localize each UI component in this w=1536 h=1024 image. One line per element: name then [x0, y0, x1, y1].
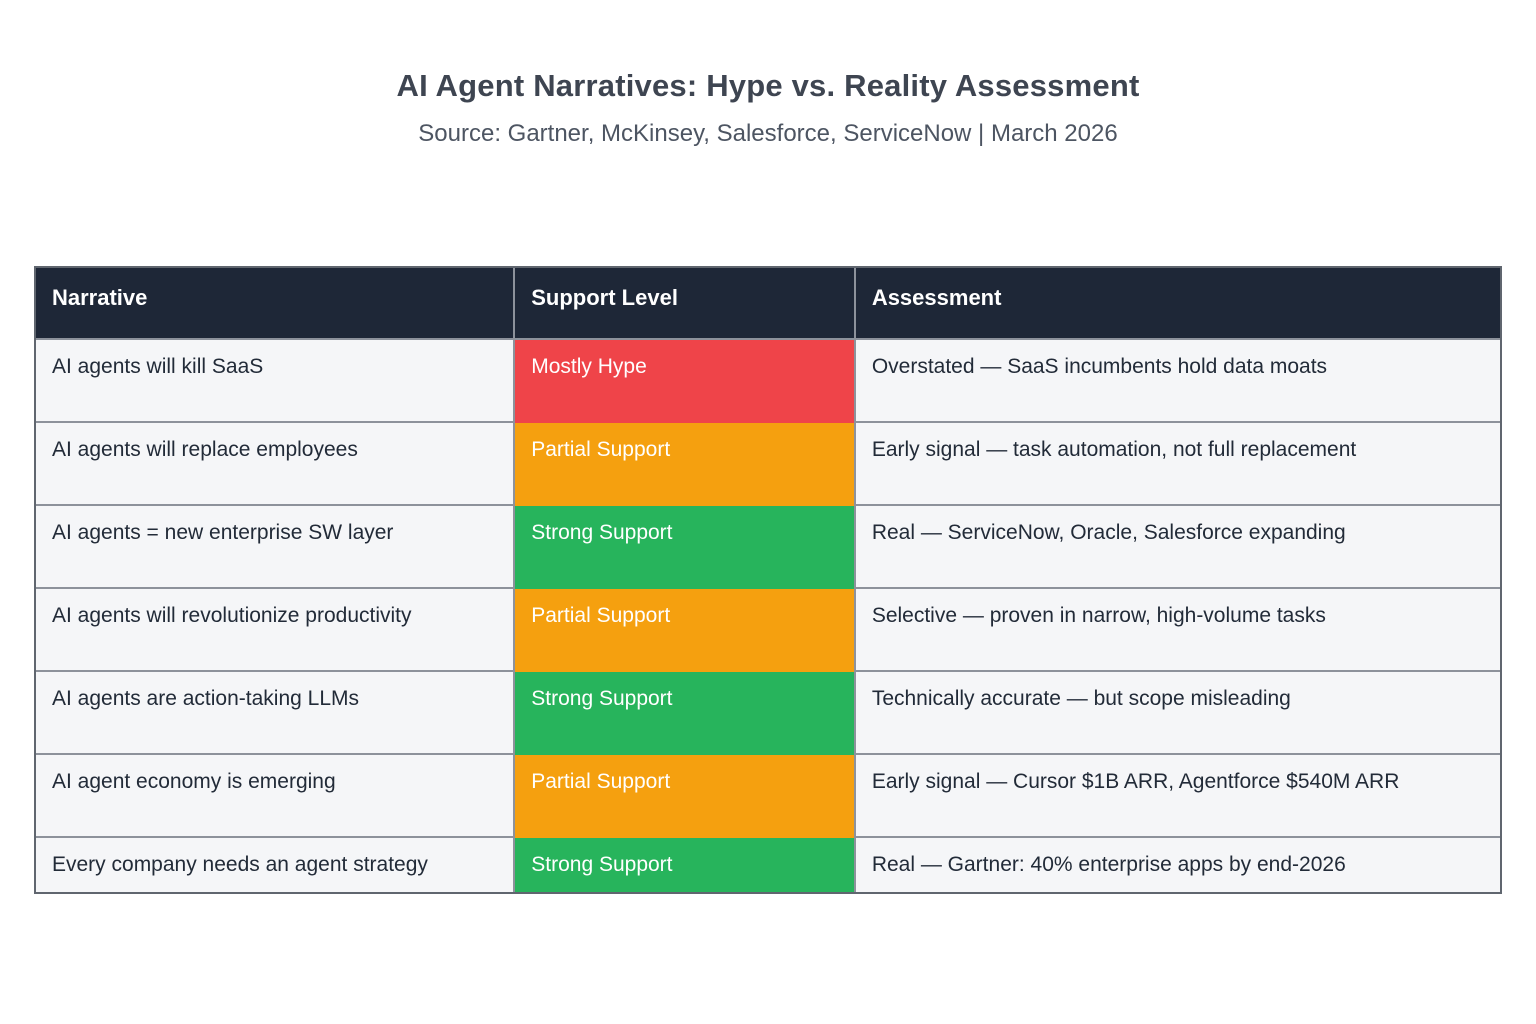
table-row: AI agents will revolutionize productivit…: [36, 589, 1500, 672]
table-row: AI agent economy is emerging Partial Sup…: [36, 755, 1500, 838]
narrative-cell: AI agents are action-taking LLMs: [36, 672, 514, 755]
support-level-badge: Partial Support: [513, 589, 856, 672]
table-row: AI agents are action-taking LLMs Strong …: [36, 672, 1500, 755]
table-row: AI agents will replace employees Partial…: [36, 423, 1500, 506]
column-header-support-level: Support Level: [513, 268, 856, 340]
assessment-table-container: Narrative Support Level Assessment AI ag…: [34, 266, 1502, 895]
table-row: Every company needs an agent strategy St…: [36, 838, 1500, 893]
assessment-cell: Technically accurate — but scope mislead…: [855, 672, 1500, 755]
assessment-cell: Real — ServiceNow, Oracle, Salesforce ex…: [855, 506, 1500, 589]
narrative-cell: AI agents will revolutionize productivit…: [36, 589, 514, 672]
narrative-cell: AI agent economy is emerging: [36, 755, 514, 838]
assessment-cell: Real — Gartner: 40% enterprise apps by e…: [855, 838, 1500, 893]
support-level-badge: Partial Support: [513, 755, 856, 838]
page-subtitle: Source: Gartner, McKinsey, Salesforce, S…: [418, 120, 1118, 147]
assessment-cell: Early signal — Cursor $1B ARR, Agentforc…: [855, 755, 1500, 838]
assessment-cell: Selective — proven in narrow, high-volum…: [855, 589, 1500, 672]
narrative-cell: Every company needs an agent strategy: [36, 838, 514, 893]
assessment-cell: Overstated — SaaS incumbents hold data m…: [855, 340, 1500, 423]
assessment-table: Narrative Support Level Assessment AI ag…: [36, 268, 1500, 893]
narrative-cell: AI agents will replace employees: [36, 423, 514, 506]
table-row: AI agents will kill SaaS Mostly Hype Ove…: [36, 340, 1500, 423]
narrative-cell: AI agents = new enterprise SW layer: [36, 506, 514, 589]
support-level-badge: Partial Support: [513, 423, 856, 506]
support-level-badge: Mostly Hype: [513, 340, 856, 423]
page-title: AI Agent Narratives: Hype vs. Reality As…: [396, 68, 1140, 103]
support-level-badge: Strong Support: [513, 672, 856, 755]
support-level-badge: Strong Support: [513, 838, 856, 893]
support-level-badge: Strong Support: [513, 506, 856, 589]
title-block: AI Agent Narratives: Hype vs. Reality As…: [0, 0, 1536, 148]
header-row: Narrative Support Level Assessment: [36, 268, 1500, 340]
narrative-cell: AI agents will kill SaaS: [36, 340, 514, 423]
table-row: AI agents = new enterprise SW layer Stro…: [36, 506, 1500, 589]
column-header-narrative: Narrative: [36, 268, 514, 340]
assessment-cell: Early signal — task automation, not full…: [855, 423, 1500, 506]
column-header-assessment: Assessment: [855, 268, 1500, 340]
